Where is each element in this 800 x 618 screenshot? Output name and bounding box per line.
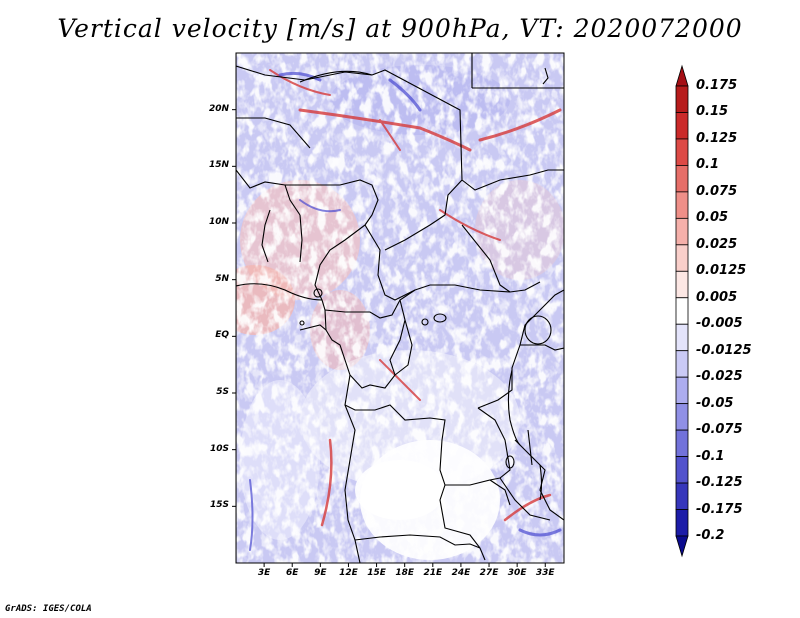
colorbar-swatch (675, 509, 689, 537)
colorbar-swatch (675, 456, 689, 484)
lon-tick-label: 33E (535, 568, 555, 578)
colorbar-swatch (675, 217, 689, 246)
colorbar-swatch (675, 112, 689, 140)
lon-tick-label: 30E (507, 568, 527, 578)
lat-tick-label: 15N (208, 160, 229, 171)
colorbar-label: -0.175 (696, 501, 743, 517)
colorbar-swatch (675, 165, 689, 193)
plot-frame (235, 52, 565, 564)
colorbar-swatch (675, 403, 689, 431)
colorbar-swatch (675, 244, 689, 272)
country-borders (236, 53, 564, 563)
colorbar-label: -0.05 (696, 395, 734, 411)
lon-tick-label: 6E (286, 568, 299, 578)
colorbar-label: -0.1 (696, 448, 725, 464)
colorbar-label: 0.05 (696, 210, 729, 226)
lon-tick-label: 27E (479, 568, 499, 578)
colorbar-swatch (675, 323, 689, 352)
colorbar-top-arrow (675, 64, 689, 87)
lon-tick-label: 21E (423, 568, 443, 578)
colorbar-label: 0.005 (696, 289, 738, 305)
colorbar-swatch (675, 138, 689, 166)
lon-tick-label: 12E (339, 568, 358, 578)
colorbar-swatch (675, 376, 689, 405)
colorbar (675, 64, 689, 558)
lon-tick-label: 15E (367, 568, 386, 578)
lat-tick-label: 10N (208, 217, 229, 227)
lat-tick-label: EQ (215, 330, 229, 341)
lat-tick-label: 20N (208, 103, 229, 114)
footer-credit: GrADS: IGES/COLA (5, 604, 92, 614)
colorbar-label: 0.0125 (696, 263, 747, 279)
colorbar-swatch (675, 85, 689, 113)
map-title: Vertical velocity [m/s] at 900hPa, VT: 2… (57, 14, 743, 43)
colorbar-label: -0.005 (696, 316, 743, 332)
lat-tick-label: 5S (216, 387, 229, 397)
colorbar-swatch (675, 270, 689, 299)
colorbar-label: 0.1 (696, 157, 720, 173)
lat-tick-label: 15S (209, 500, 229, 511)
colorbar-label: 0.075 (696, 183, 738, 199)
lon-tick-label: 24E (451, 568, 471, 578)
lon-tick-label: 9E (314, 568, 327, 578)
lat-tick-label: 5N (215, 273, 229, 284)
colorbar-swatch (675, 482, 689, 510)
colorbar-label: -0.025 (696, 369, 743, 385)
colorbar-label: -0.125 (696, 475, 743, 491)
colorbar-swatch (675, 297, 689, 325)
colorbar-label: 0.175 (696, 78, 738, 93)
colorbar-label: 0.025 (696, 236, 738, 252)
colorbar-label: -0.2 (696, 528, 725, 543)
colorbar-label: -0.075 (696, 422, 743, 438)
colorbar-label: 0.15 (696, 104, 729, 120)
lon-tick-label: 3E (257, 568, 271, 578)
colorbar-swatch (675, 350, 689, 378)
colorbar-swatch (675, 191, 689, 219)
lat-tick-label: 10S (209, 443, 229, 454)
colorbar-swatch (675, 429, 689, 457)
colorbar-label: 0.125 (696, 130, 738, 146)
lakes (299, 67, 552, 501)
colorbar-label: -0.0125 (696, 342, 752, 358)
lon-tick-label: 18E (395, 568, 415, 578)
colorbar-bottom-arrow (675, 535, 689, 558)
velocity-field (236, 53, 564, 563)
